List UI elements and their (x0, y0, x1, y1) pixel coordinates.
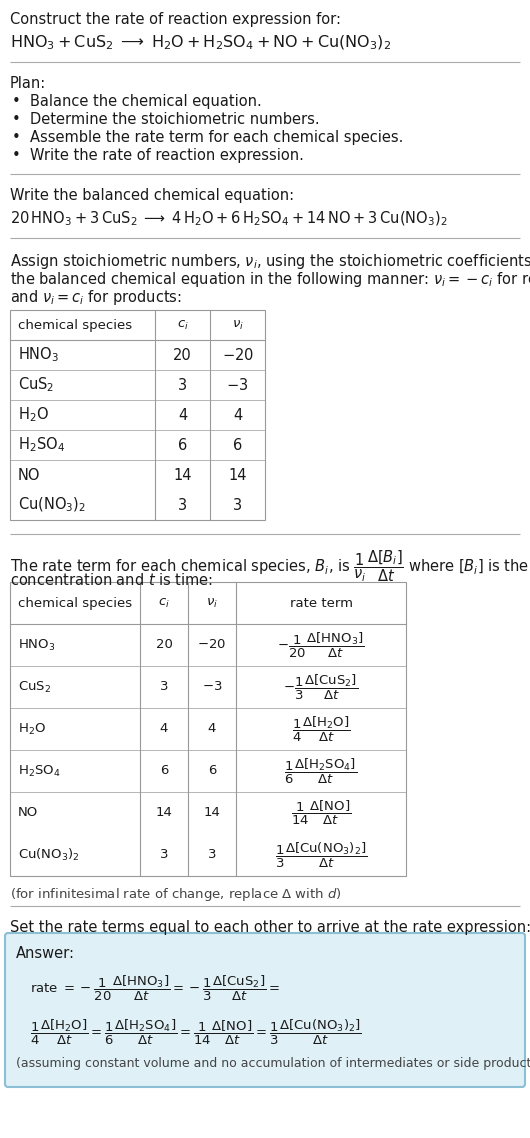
Text: $\mathrm{HNO_3} + \mathrm{CuS_2} \;\longrightarrow\; \mathrm{H_2O} + \mathrm{H_2: $\mathrm{HNO_3} + \mathrm{CuS_2} \;\long… (10, 34, 391, 52)
Text: chemical species: chemical species (18, 319, 132, 331)
Text: 4: 4 (233, 407, 242, 422)
Text: $\mathrm{CuS_2}$: $\mathrm{CuS_2}$ (18, 679, 51, 694)
Text: 3: 3 (208, 849, 216, 861)
Text: Construct the rate of reaction expression for:: Construct the rate of reaction expressio… (10, 13, 341, 27)
Text: $\mathrm{H_2O}$: $\mathrm{H_2O}$ (18, 405, 49, 424)
FancyBboxPatch shape (5, 933, 525, 1087)
Text: Set the rate terms equal to each other to arrive at the rate expression:: Set the rate terms equal to each other t… (10, 920, 530, 935)
Text: $\dfrac{1}{3}\dfrac{\Delta[\mathrm{Cu(NO_3)_2}]}{\Delta t}$: $\dfrac{1}{3}\dfrac{\Delta[\mathrm{Cu(NO… (275, 840, 367, 869)
Text: $\mathrm{HNO_3}$: $\mathrm{HNO_3}$ (18, 637, 56, 652)
Text: $-20$: $-20$ (222, 347, 253, 363)
Text: $\dfrac{1}{14}\dfrac{\Delta[\mathrm{NO}]}{\Delta t}$: $\dfrac{1}{14}\dfrac{\Delta[\mathrm{NO}]… (291, 799, 351, 827)
Text: the balanced chemical equation in the following manner: $\nu_i = -c_i$ for react: the balanced chemical equation in the fo… (10, 270, 530, 289)
Text: $\mathrm{CuS_2}$: $\mathrm{CuS_2}$ (18, 376, 54, 395)
Text: 20: 20 (156, 638, 172, 651)
Bar (10, 310, 265, 520)
Text: (assuming constant volume and no accumulation of intermediates or side products): (assuming constant volume and no accumul… (16, 1057, 530, 1070)
Text: NO: NO (18, 468, 40, 483)
Text: $\mathrm{H_2SO_4}$: $\mathrm{H_2SO_4}$ (18, 436, 65, 454)
Text: 6: 6 (208, 765, 216, 777)
Text: Plan:: Plan: (10, 76, 46, 91)
Text: $-\dfrac{1}{20}\dfrac{\Delta[\mathrm{HNO_3}]}{\Delta t}$: $-\dfrac{1}{20}\dfrac{\Delta[\mathrm{HNO… (277, 630, 365, 660)
Text: 14: 14 (204, 807, 220, 819)
Text: $\dfrac{1}{6}\dfrac{\Delta[\mathrm{H_2SO_4}]}{\Delta t}$: $\dfrac{1}{6}\dfrac{\Delta[\mathrm{H_2SO… (285, 757, 358, 785)
Text: 3: 3 (178, 378, 187, 393)
Text: Write the balanced chemical equation:: Write the balanced chemical equation: (10, 188, 294, 203)
Text: $-3$: $-3$ (202, 681, 222, 693)
Text: 6: 6 (178, 437, 187, 453)
Text: $\mathrm{HNO_3}$: $\mathrm{HNO_3}$ (18, 346, 59, 364)
Text: •  Determine the stoichiometric numbers.: • Determine the stoichiometric numbers. (12, 112, 320, 127)
Text: $c_i$: $c_i$ (176, 319, 188, 331)
Text: 3: 3 (233, 497, 242, 512)
Text: •  Assemble the rate term for each chemical species.: • Assemble the rate term for each chemic… (12, 130, 403, 145)
Text: 3: 3 (178, 497, 187, 512)
Text: 14: 14 (228, 468, 247, 483)
Text: $\mathrm{H_2SO_4}$: $\mathrm{H_2SO_4}$ (18, 764, 60, 778)
Text: $\nu_i$: $\nu_i$ (232, 319, 243, 331)
Text: $\nu_i$: $\nu_i$ (206, 596, 218, 610)
Text: and $\nu_i = c_i$ for products:: and $\nu_i = c_i$ for products: (10, 288, 182, 307)
Text: •  Balance the chemical equation.: • Balance the chemical equation. (12, 94, 262, 109)
Text: chemical species: chemical species (18, 596, 132, 610)
Text: $\dfrac{1}{4}\dfrac{\Delta[\mathrm{H_2O}]}{\Delta t}$: $\dfrac{1}{4}\dfrac{\Delta[\mathrm{H_2O}… (292, 715, 350, 743)
Text: $-20$: $-20$ (198, 638, 226, 651)
Text: $\mathrm{Cu(NO_3)_2}$: $\mathrm{Cu(NO_3)_2}$ (18, 496, 86, 514)
Text: $\mathrm{Cu(NO_3)_2}$: $\mathrm{Cu(NO_3)_2}$ (18, 847, 80, 863)
Text: $\mathrm{H_2O}$: $\mathrm{H_2O}$ (18, 721, 46, 736)
Text: 4: 4 (160, 723, 168, 735)
Text: 14: 14 (173, 468, 192, 483)
Text: Assign stoichiometric numbers, $\nu_i$, using the stoichiometric coefficients, $: Assign stoichiometric numbers, $\nu_i$, … (10, 251, 530, 271)
Text: $-\dfrac{1}{3}\dfrac{\Delta[\mathrm{CuS_2}]}{\Delta t}$: $-\dfrac{1}{3}\dfrac{\Delta[\mathrm{CuS_… (284, 673, 358, 702)
Text: (for infinitesimal rate of change, replace $\Delta$ with $d$): (for infinitesimal rate of change, repla… (10, 887, 342, 902)
Text: 20: 20 (173, 347, 192, 363)
Text: •  Write the rate of reaction expression.: • Write the rate of reaction expression. (12, 148, 304, 163)
Text: 3: 3 (160, 849, 168, 861)
Text: 4: 4 (178, 407, 187, 422)
Text: concentration and $t$ is time:: concentration and $t$ is time: (10, 572, 213, 588)
Text: 3: 3 (160, 681, 168, 693)
Text: $\dfrac{1}{4}\dfrac{\Delta[\mathrm{H_2O}]}{\Delta t} = \dfrac{1}{6}\dfrac{\Delta: $\dfrac{1}{4}\dfrac{\Delta[\mathrm{H_2O}… (30, 1017, 362, 1047)
Bar (10, 582, 406, 876)
Text: 4: 4 (208, 723, 216, 735)
Text: 6: 6 (160, 765, 168, 777)
Text: 6: 6 (233, 437, 242, 453)
Text: rate $= -\dfrac{1}{20}\dfrac{\Delta[\mathrm{HNO_3}]}{\Delta t} = -\dfrac{1}{3}\d: rate $= -\dfrac{1}{20}\dfrac{\Delta[\mat… (30, 973, 280, 1003)
Text: $20\,\mathrm{HNO_3} + 3\,\mathrm{CuS_2} \;\longrightarrow\; 4\,\mathrm{H_2O} + 6: $20\,\mathrm{HNO_3} + 3\,\mathrm{CuS_2} … (10, 211, 448, 229)
Text: $-3$: $-3$ (226, 377, 249, 393)
Text: $c_i$: $c_i$ (158, 596, 170, 610)
Text: rate term: rate term (289, 596, 352, 610)
Text: 14: 14 (156, 807, 172, 819)
Text: The rate term for each chemical species, $B_i$, is $\dfrac{1}{\nu_i}\dfrac{\Delt: The rate term for each chemical species,… (10, 549, 530, 584)
Text: Answer:: Answer: (16, 946, 75, 960)
Text: NO: NO (18, 807, 38, 819)
